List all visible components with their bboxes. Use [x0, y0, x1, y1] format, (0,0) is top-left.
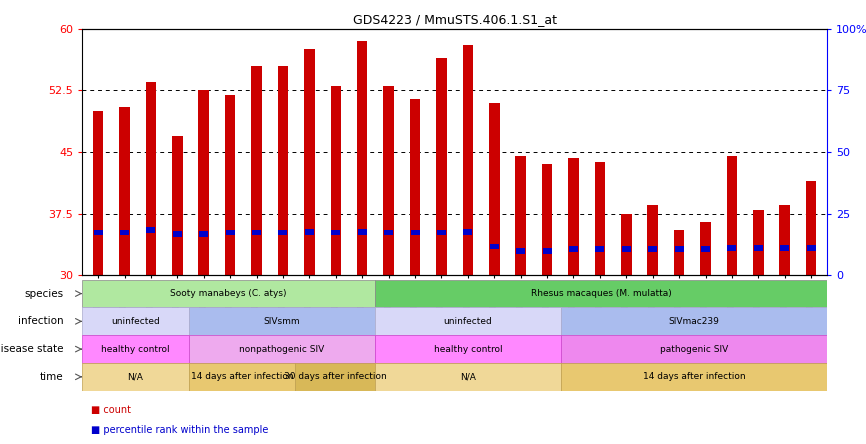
Bar — [199, 231, 208, 237]
Bar — [410, 230, 419, 235]
Bar — [189, 335, 375, 363]
Bar — [622, 246, 630, 252]
Bar — [145, 82, 156, 275]
Text: pathogenic SIV: pathogenic SIV — [660, 345, 728, 353]
Bar — [82, 335, 189, 363]
Bar — [93, 111, 103, 275]
Bar — [384, 86, 394, 275]
Bar — [410, 99, 420, 275]
Bar — [120, 230, 129, 235]
Bar — [542, 164, 553, 275]
Text: 30 days after infection: 30 days after infection — [283, 373, 386, 381]
Bar — [753, 210, 764, 275]
Text: 14 days after infection: 14 days after infection — [191, 373, 294, 381]
Bar — [358, 229, 366, 234]
Text: SIVsmm: SIVsmm — [263, 317, 301, 326]
Bar — [375, 307, 561, 335]
Text: uninfected: uninfected — [111, 317, 160, 326]
Bar — [304, 49, 314, 275]
Text: Sooty manabeys (C. atys): Sooty manabeys (C. atys) — [171, 289, 287, 298]
Bar — [94, 230, 102, 235]
Bar — [120, 107, 130, 275]
Bar — [226, 230, 235, 235]
Bar — [436, 58, 447, 275]
Bar — [675, 246, 683, 252]
Bar — [489, 103, 500, 275]
Bar — [727, 245, 736, 251]
Bar — [198, 91, 209, 275]
Bar — [252, 230, 261, 235]
Text: ■ percentile rank within the sample: ■ percentile rank within the sample — [91, 425, 268, 435]
Bar — [568, 158, 578, 275]
Bar — [561, 363, 827, 391]
Bar — [173, 231, 182, 237]
Bar — [437, 230, 446, 235]
Text: nonpathogenic SIV: nonpathogenic SIV — [239, 345, 325, 353]
Text: time: time — [40, 372, 64, 382]
Bar — [146, 227, 155, 233]
Bar — [375, 363, 561, 391]
Bar — [727, 156, 737, 275]
Bar — [561, 307, 827, 335]
Text: healthy control: healthy control — [434, 345, 502, 353]
Bar — [331, 86, 341, 275]
Bar — [649, 246, 657, 252]
Bar — [779, 206, 790, 275]
Bar — [295, 363, 375, 391]
Bar — [516, 248, 525, 254]
Bar — [621, 214, 631, 275]
Bar — [375, 335, 561, 363]
Bar — [701, 222, 711, 275]
Text: disease state: disease state — [0, 344, 64, 354]
Bar — [807, 245, 816, 251]
Bar — [305, 229, 313, 234]
Text: ■ count: ■ count — [91, 405, 131, 415]
Bar — [375, 280, 827, 307]
Bar — [806, 181, 817, 275]
Bar — [561, 335, 827, 363]
Text: N/A: N/A — [460, 373, 476, 381]
Bar — [189, 363, 295, 391]
Text: N/A: N/A — [127, 373, 144, 381]
Text: species: species — [24, 289, 64, 299]
Text: 14 days after infection: 14 days after infection — [643, 373, 746, 381]
Bar — [82, 280, 375, 307]
Bar — [701, 246, 710, 252]
Bar — [462, 45, 473, 275]
Bar — [569, 246, 578, 252]
Bar — [82, 363, 189, 391]
Bar — [385, 230, 393, 235]
Text: uninfected: uninfected — [443, 317, 493, 326]
Bar — [463, 229, 472, 234]
Text: healthy control: healthy control — [101, 345, 170, 353]
Text: SIVmac239: SIVmac239 — [669, 317, 720, 326]
Bar — [357, 41, 367, 275]
Bar — [596, 246, 604, 252]
Text: Rhesus macaques (M. mulatta): Rhesus macaques (M. mulatta) — [531, 289, 671, 298]
Bar — [332, 230, 340, 235]
Bar — [251, 66, 262, 275]
Bar — [648, 206, 658, 275]
Bar — [172, 136, 183, 275]
Text: GDS4223 / MmuSTS.406.1.S1_at: GDS4223 / MmuSTS.406.1.S1_at — [352, 13, 557, 26]
Bar — [278, 66, 288, 275]
Bar — [225, 95, 236, 275]
Bar — [515, 156, 526, 275]
Bar — [595, 162, 605, 275]
Bar — [754, 245, 763, 251]
Text: infection: infection — [18, 316, 64, 326]
Bar — [279, 230, 288, 235]
Bar — [543, 248, 552, 254]
Bar — [674, 230, 684, 275]
Bar — [82, 307, 189, 335]
Bar — [780, 245, 789, 251]
Bar — [189, 307, 375, 335]
Bar — [490, 244, 499, 250]
